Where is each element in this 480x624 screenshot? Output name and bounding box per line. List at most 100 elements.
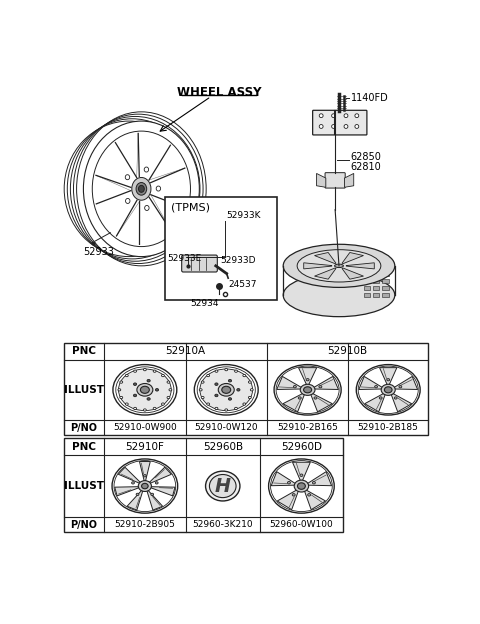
Bar — [364, 293, 370, 297]
Polygon shape — [115, 487, 139, 496]
Ellipse shape — [251, 389, 253, 391]
Ellipse shape — [225, 409, 228, 411]
Ellipse shape — [298, 483, 305, 489]
Ellipse shape — [144, 369, 146, 371]
Ellipse shape — [125, 374, 128, 377]
Text: P/NO: P/NO — [71, 520, 97, 530]
Bar — [165, 197, 277, 301]
Ellipse shape — [142, 484, 148, 489]
Ellipse shape — [205, 471, 240, 501]
Polygon shape — [365, 393, 385, 412]
Ellipse shape — [283, 244, 395, 288]
Ellipse shape — [167, 396, 170, 399]
Ellipse shape — [138, 185, 144, 192]
Ellipse shape — [394, 397, 397, 399]
Polygon shape — [316, 173, 326, 187]
Ellipse shape — [133, 383, 137, 386]
Ellipse shape — [118, 389, 121, 391]
Ellipse shape — [133, 370, 136, 373]
Polygon shape — [394, 376, 418, 389]
Ellipse shape — [147, 379, 150, 382]
Ellipse shape — [297, 250, 381, 282]
Polygon shape — [391, 393, 412, 412]
Ellipse shape — [207, 374, 210, 377]
Ellipse shape — [125, 175, 130, 180]
Text: P/NO: P/NO — [71, 422, 97, 432]
FancyBboxPatch shape — [312, 110, 367, 135]
Polygon shape — [314, 253, 336, 263]
Ellipse shape — [218, 384, 234, 396]
Ellipse shape — [303, 387, 312, 393]
Ellipse shape — [144, 475, 146, 477]
Ellipse shape — [144, 205, 149, 210]
Text: 1140FD: 1140FD — [350, 93, 388, 103]
Ellipse shape — [161, 403, 164, 405]
Ellipse shape — [161, 374, 164, 377]
Ellipse shape — [84, 121, 199, 256]
Polygon shape — [342, 268, 363, 279]
Text: 24537: 24537 — [228, 280, 257, 289]
Ellipse shape — [119, 369, 171, 411]
Ellipse shape — [293, 386, 296, 388]
Bar — [383, 279, 389, 283]
Polygon shape — [345, 173, 354, 187]
Text: ILLUST: ILLUST — [64, 481, 104, 491]
Ellipse shape — [156, 186, 161, 191]
Text: 52910A: 52910A — [166, 346, 205, 356]
Ellipse shape — [222, 386, 231, 393]
Ellipse shape — [132, 482, 134, 484]
Text: 52910-2B185: 52910-2B185 — [358, 423, 419, 432]
Ellipse shape — [215, 370, 218, 373]
Polygon shape — [380, 368, 397, 385]
Ellipse shape — [294, 480, 309, 492]
Bar — [64, 343, 428, 436]
Polygon shape — [304, 490, 325, 510]
Text: 52960-3K210: 52960-3K210 — [192, 520, 253, 529]
Ellipse shape — [225, 369, 228, 371]
Ellipse shape — [201, 381, 204, 383]
Ellipse shape — [235, 370, 238, 373]
Ellipse shape — [201, 396, 204, 399]
Ellipse shape — [215, 394, 218, 397]
Ellipse shape — [228, 397, 231, 400]
Ellipse shape — [144, 167, 149, 172]
Polygon shape — [304, 263, 332, 269]
Ellipse shape — [237, 389, 240, 391]
Polygon shape — [311, 393, 332, 412]
Polygon shape — [271, 472, 296, 485]
Text: 52910-2B905: 52910-2B905 — [114, 520, 175, 529]
Polygon shape — [313, 376, 338, 389]
Text: 52960D: 52960D — [281, 442, 322, 452]
Ellipse shape — [344, 125, 348, 129]
Bar — [383, 293, 389, 297]
Ellipse shape — [147, 397, 150, 400]
Polygon shape — [283, 393, 304, 412]
Ellipse shape — [153, 370, 156, 373]
Ellipse shape — [249, 381, 251, 383]
Text: 52960-0W100: 52960-0W100 — [270, 520, 333, 529]
Ellipse shape — [140, 386, 149, 393]
Text: 52934: 52934 — [191, 299, 219, 308]
Polygon shape — [118, 467, 141, 484]
Polygon shape — [342, 253, 363, 263]
Ellipse shape — [355, 114, 359, 117]
Polygon shape — [307, 472, 332, 485]
Ellipse shape — [136, 493, 139, 495]
Text: 52910F: 52910F — [125, 442, 164, 452]
Ellipse shape — [215, 407, 218, 409]
Text: PNC: PNC — [72, 442, 96, 452]
Ellipse shape — [332, 114, 336, 117]
Ellipse shape — [156, 482, 158, 484]
Ellipse shape — [120, 381, 123, 383]
Ellipse shape — [209, 474, 236, 497]
Text: 52933K: 52933K — [227, 211, 261, 220]
Ellipse shape — [292, 494, 295, 496]
Ellipse shape — [133, 394, 137, 397]
Polygon shape — [147, 490, 163, 510]
Polygon shape — [140, 462, 150, 481]
Polygon shape — [150, 487, 175, 496]
Ellipse shape — [314, 397, 317, 399]
Bar — [373, 279, 379, 283]
Ellipse shape — [300, 384, 315, 396]
Polygon shape — [299, 368, 317, 385]
